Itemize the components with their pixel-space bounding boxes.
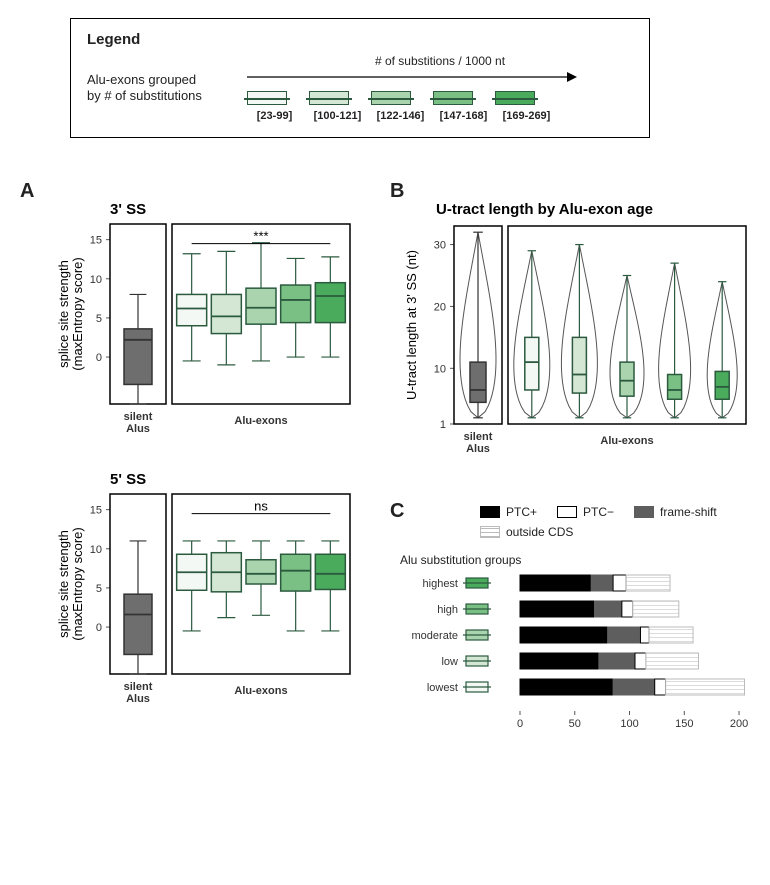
legend-range: [23-99] [247,110,302,122]
svg-text:5' SS: 5' SS [110,471,146,488]
panel-a-chart: 5' SS 0 5 10 15 splice site strength(maxEntro… [50,470,360,710]
svg-text:splice site strength: splice site strength [56,260,71,368]
svg-text:***: *** [253,229,268,244]
svg-text:10: 10 [434,363,446,375]
svg-text:5: 5 [96,313,102,325]
svg-text:ns: ns [254,499,268,514]
legend-range-row: [23-99] [100-121] [122-146] [147-168] [169-2… [247,110,633,122]
svg-text:150: 150 [675,718,693,730]
svg-text:Alu-exons: Alu-exons [234,415,287,427]
svg-text:0: 0 [96,622,102,634]
svg-text:(maxEntropy score): (maxEntropy score) [70,527,85,640]
svg-text:15: 15 [90,505,102,517]
svg-text:highest: highest [423,578,458,590]
panel-b: U-tract length by Alu-exon age 1 10 20 30 U-t… [400,200,750,460]
legend-swatch [371,91,411,105]
svg-text:10: 10 [90,274,102,286]
legend-subtitle-l1: Alu-exons grouped [87,72,196,87]
svg-text:0: 0 [517,718,523,730]
svg-text:silent: silent [464,431,493,443]
svg-text:10: 10 [90,544,102,556]
svg-text:5: 5 [96,583,102,595]
panel-c-group-title: Alu substitution groups [400,553,521,567]
panel-a-chart: 3' SS 0 5 10 15 splice site strength(maxEntro… [50,200,360,440]
svg-text:silent: silent [124,681,153,693]
svg-text:Alu-exons: Alu-exons [600,435,653,447]
svg-text:1: 1 [440,419,446,431]
svg-text:Alu-exons: Alu-exons [234,685,287,697]
panel-a-label: A [20,180,34,203]
legend-range: [169-269] [499,110,554,122]
svg-text:100: 100 [620,718,638,730]
svg-text:3' SS: 3' SS [110,201,146,218]
legend-swatch [309,91,349,105]
legend-title: Legend [87,31,633,48]
svg-text:0: 0 [96,352,102,364]
legend-box: Legend Alu-exons grouped by # of substit… [70,18,650,138]
arrow-icon [247,70,577,84]
svg-text:30: 30 [434,240,446,252]
legend-swatch [495,91,535,105]
legend-swatch-row [247,91,633,105]
panel-a: 3' SS051015splice site strength(maxEntro… [50,200,360,710]
legend-arrow-group: # of substitions / 1000 nt [23-99] [100-1… [247,54,633,122]
svg-text:Alus: Alus [126,693,150,705]
svg-text:15: 15 [90,235,102,247]
panel-b-chart: U-tract length by Alu-exon age 1 10 20 30 U-t… [400,200,750,460]
panel-c: PTC+PTC−frame-shiftoutside CDSAlu substi… [400,505,760,765]
svg-text:U-tract length by Alu-exon age: U-tract length by Alu-exon age [436,201,653,218]
panel-c-chart: highest high moderate low lowest 0 50 100 150 200 [400,505,760,735]
svg-text:(maxEntropy score): (maxEntropy score) [70,257,85,370]
svg-text:Alus: Alus [466,443,490,455]
legend-subtitle-l2: by # of substitutions [87,88,202,103]
svg-text:U-tract length at 3' SS (nt): U-tract length at 3' SS (nt) [404,250,419,400]
svg-text:Alus: Alus [126,423,150,435]
panel-c-legend: PTC+PTC−frame-shiftoutside CDS [480,505,770,539]
svg-text:high: high [437,604,458,616]
legend-range: [147-168] [436,110,491,122]
legend-swatch [433,91,473,105]
legend-subtitle: Alu-exons grouped by # of substitutions [87,72,247,103]
svg-text:200: 200 [730,718,748,730]
svg-text:lowest: lowest [427,682,458,694]
svg-text:silent: silent [124,411,153,423]
legend-swatch [247,91,287,105]
svg-text:moderate: moderate [412,630,458,642]
svg-text:50: 50 [569,718,581,730]
legend-range: [100-121] [310,110,365,122]
svg-text:20: 20 [434,301,446,313]
svg-text:low: low [441,656,458,668]
legend-row: Alu-exons grouped by # of substitutions … [87,54,633,122]
legend-range: [122-146] [373,110,428,122]
svg-text:splice site strength: splice site strength [56,530,71,638]
legend-arrow-label: # of substitions / 1000 nt [247,54,633,68]
